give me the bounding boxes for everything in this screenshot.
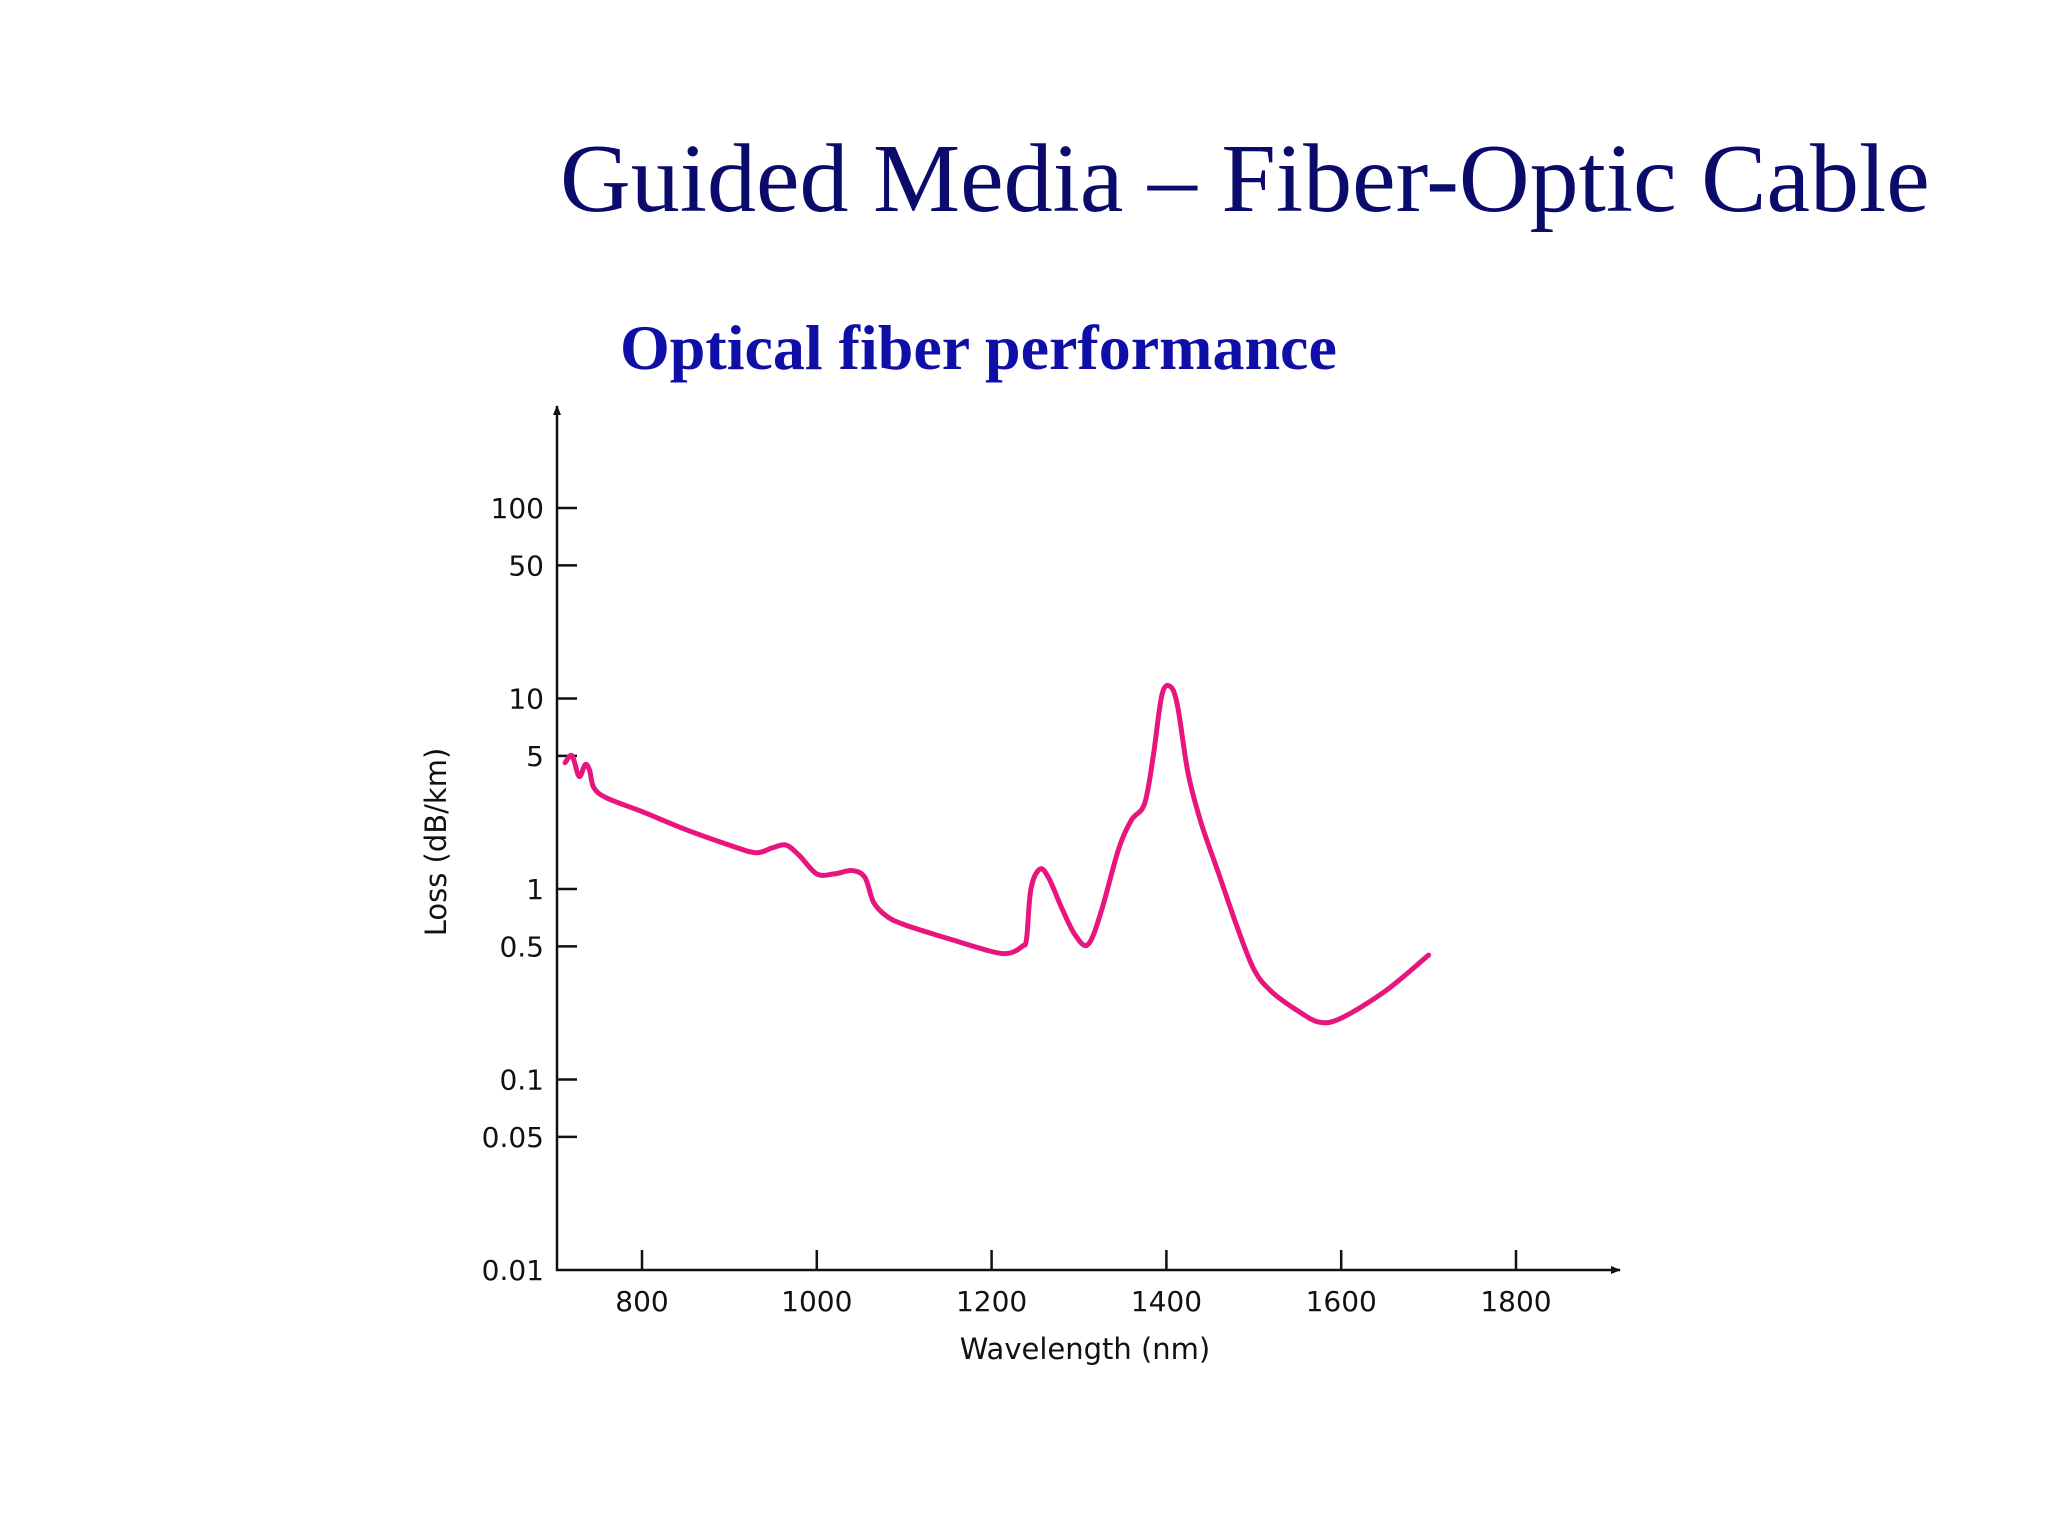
y-tick-label: 0.05	[482, 1121, 544, 1154]
y-axis-label: Loss (dB/km)	[419, 748, 453, 937]
x-tick-label: 1400	[1131, 1285, 1202, 1318]
x-tick-label: 1200	[956, 1285, 1027, 1318]
x-tick-label: 1000	[781, 1285, 852, 1318]
y-tick-label: 100	[491, 492, 544, 525]
slide-subtitle: Optical fiber performance	[620, 312, 1337, 383]
y-tick-label: 0.1	[499, 1064, 544, 1097]
loss-curve	[562, 682, 1432, 1026]
y-tick-label: 5	[526, 740, 544, 773]
x-axis-label: Wavelength (nm)	[960, 1332, 1211, 1366]
y-tick-label: 0.5	[499, 930, 544, 963]
x-tick-label: 800	[615, 1285, 668, 1318]
y-ticks: 100 50 10 5 1 0.5 0.1 0.05 0.01	[482, 492, 577, 1287]
y-tick-label: 1	[526, 873, 544, 906]
y-tick-label: 10	[508, 683, 544, 716]
slide-title: Guided Media – Fiber-Optic Cable	[560, 125, 1930, 233]
y-tick-label: 0.01	[482, 1254, 544, 1287]
x-ticks: 800 1000 1200 1400 1600 1800	[615, 1250, 1552, 1318]
x-tick-label: 1600	[1306, 1285, 1377, 1318]
y-tick-label: 50	[508, 549, 544, 582]
x-tick-label: 1800	[1480, 1285, 1551, 1318]
